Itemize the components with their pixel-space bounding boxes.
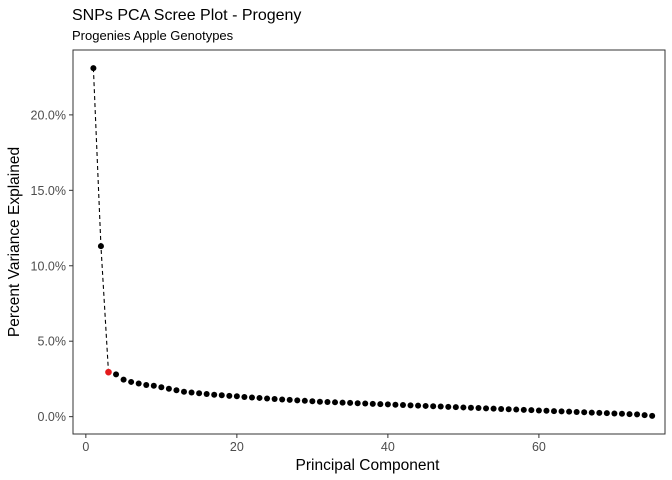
x-tick-label: 20 bbox=[230, 440, 244, 454]
x-axis-title: Principal Component bbox=[296, 457, 441, 474]
data-point bbox=[437, 403, 444, 410]
highlighted-point bbox=[105, 368, 112, 376]
scree-line bbox=[92, 68, 110, 373]
data-point bbox=[97, 243, 104, 250]
data-point bbox=[369, 400, 376, 407]
data-point bbox=[279, 396, 286, 403]
y-tick-label: 0.0% bbox=[38, 410, 67, 424]
data-point bbox=[143, 381, 150, 388]
data-point bbox=[316, 398, 323, 405]
chart-subtitle: Progenies Apple Genotypes bbox=[72, 28, 234, 43]
data-point bbox=[445, 403, 452, 410]
data-point bbox=[90, 65, 97, 72]
y-tick-label: 5.0% bbox=[38, 335, 67, 349]
data-point bbox=[566, 408, 573, 415]
y-tick-label: 10.0% bbox=[31, 259, 66, 273]
data-point bbox=[324, 399, 331, 406]
data-point bbox=[641, 412, 648, 419]
data-point bbox=[452, 404, 459, 411]
panel-border bbox=[72, 49, 666, 435]
data-point bbox=[415, 402, 422, 409]
data-point bbox=[226, 392, 233, 399]
data-point bbox=[218, 392, 225, 399]
data-point bbox=[573, 408, 580, 415]
data-point bbox=[264, 395, 271, 402]
data-point bbox=[483, 405, 490, 412]
data-point bbox=[392, 401, 399, 408]
data-point bbox=[301, 397, 308, 404]
data-point bbox=[256, 394, 263, 401]
data-point bbox=[596, 409, 603, 416]
y-axis-title: Percent Variance Explained bbox=[6, 147, 23, 337]
data-point bbox=[135, 380, 142, 387]
data-point bbox=[332, 399, 339, 406]
data-point bbox=[384, 401, 391, 408]
data-point bbox=[339, 399, 346, 406]
data-point bbox=[603, 410, 610, 417]
data-point bbox=[362, 400, 369, 407]
data-point bbox=[188, 389, 195, 396]
data-point bbox=[430, 403, 437, 410]
x-tick-label: 0 bbox=[82, 440, 89, 454]
chart-title: SNPs PCA Scree Plot - Progeny bbox=[72, 7, 301, 24]
data-point bbox=[286, 396, 293, 403]
data-point bbox=[407, 402, 414, 409]
data-point bbox=[347, 399, 354, 406]
data-point bbox=[354, 400, 361, 407]
data-point bbox=[203, 391, 210, 398]
data-point bbox=[520, 406, 527, 413]
data-point bbox=[128, 378, 135, 385]
data-point bbox=[649, 412, 656, 419]
data-point bbox=[150, 382, 157, 389]
data-point bbox=[498, 405, 505, 412]
data-point bbox=[233, 393, 240, 400]
data-point bbox=[551, 408, 557, 415]
data-point bbox=[248, 394, 255, 401]
data-point bbox=[467, 404, 474, 411]
data-point bbox=[611, 410, 618, 417]
data-point bbox=[528, 407, 535, 414]
data-point bbox=[543, 407, 550, 414]
x-tick-label: 40 bbox=[381, 440, 395, 454]
x-tick-label: 60 bbox=[532, 440, 546, 454]
data-point bbox=[490, 405, 497, 412]
data-point bbox=[422, 402, 429, 409]
data-point bbox=[377, 401, 384, 408]
data-point bbox=[618, 410, 625, 417]
data-point bbox=[626, 411, 633, 418]
data-point bbox=[181, 388, 187, 395]
data-point bbox=[158, 384, 165, 391]
data-point bbox=[241, 394, 248, 401]
y-tick-label: 15.0% bbox=[31, 184, 66, 198]
data-point bbox=[294, 397, 301, 404]
y-tick-label: 20.0% bbox=[31, 108, 66, 122]
data-point bbox=[513, 406, 520, 413]
data-point bbox=[165, 385, 172, 392]
data-point bbox=[558, 408, 565, 415]
data-point bbox=[173, 387, 180, 394]
data-point bbox=[581, 409, 588, 416]
data-point bbox=[634, 411, 641, 418]
data-point bbox=[535, 407, 542, 414]
data-point bbox=[309, 398, 316, 405]
data-point bbox=[196, 390, 203, 397]
data-point bbox=[211, 391, 218, 398]
data-point bbox=[505, 406, 512, 413]
data-point bbox=[460, 404, 467, 411]
data-point bbox=[399, 402, 406, 409]
data-point bbox=[588, 409, 595, 416]
data-point bbox=[113, 371, 120, 378]
data-point bbox=[120, 376, 127, 383]
data-point bbox=[475, 405, 482, 412]
data-point bbox=[271, 395, 278, 402]
